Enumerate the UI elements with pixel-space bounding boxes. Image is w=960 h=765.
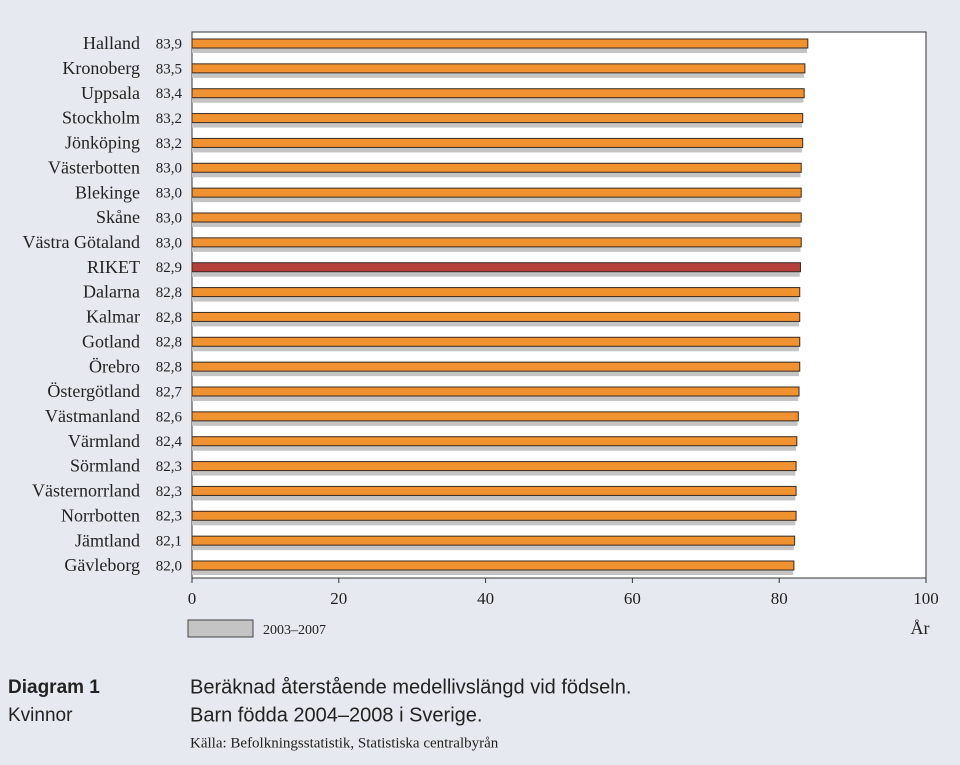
bar [191, 436, 798, 447]
category-label: Gotland [82, 331, 140, 351]
x-tick-label: 0 [188, 589, 197, 608]
category-label: Halland [83, 33, 140, 53]
legend-label: 2003–2007 [263, 623, 326, 638]
value-label: 82,9 [156, 260, 182, 276]
value-label: 83,0 [156, 210, 182, 226]
value-label: 82,8 [156, 335, 182, 351]
category-label: RIKET [87, 257, 140, 277]
category-label: Uppsala [81, 83, 140, 103]
category-label: Västra Götaland [23, 232, 140, 252]
category-label: Dalarna [83, 282, 140, 302]
category-label: Östergötland [47, 381, 140, 401]
value-label: 83,0 [156, 161, 182, 177]
bar [191, 262, 801, 273]
category-label: Värmland [68, 431, 140, 451]
bar [191, 212, 802, 223]
bar [191, 187, 802, 198]
value-label: 83,9 [156, 36, 182, 52]
bar [191, 560, 795, 571]
bar [191, 361, 801, 372]
category-label: Örebro [89, 356, 140, 376]
bar [191, 237, 802, 248]
category-label: Sörmland [70, 456, 140, 476]
bar [191, 287, 801, 298]
category-label: Norrbotten [61, 505, 140, 525]
x-tick-label: 60 [624, 589, 641, 608]
category-label: Västmanland [45, 406, 140, 426]
bar [191, 162, 802, 173]
category-label: Västernorrland [32, 481, 140, 501]
value-label: 82,8 [156, 285, 182, 301]
x-tick-label: 20 [330, 589, 347, 608]
group-label: Kvinnor [8, 705, 73, 726]
category-label: Västerbotten [48, 157, 140, 177]
value-label: 83,2 [156, 111, 182, 127]
category-label: Kronoberg [62, 58, 140, 78]
value-label: 83,2 [156, 136, 182, 152]
value-label: 82,3 [156, 509, 182, 525]
value-label: 82,8 [156, 310, 182, 326]
bar [191, 137, 804, 148]
value-label: 82,3 [156, 484, 182, 500]
category-label: Skåne [96, 207, 140, 227]
value-label: 82,4 [156, 434, 183, 450]
bar [191, 88, 805, 99]
bar [191, 311, 801, 322]
category-label: Stockholm [62, 108, 140, 128]
diagram-label: Diagram 1 [8, 677, 100, 698]
chart-subtitle: Barn födda 2004–2008 i Sverige. [190, 704, 482, 726]
value-label: 83,5 [156, 61, 182, 77]
x-tick-label: 40 [477, 589, 494, 608]
category-label: Jämtland [75, 530, 140, 550]
chart-title: Beräknad återstående medellivslängd vid … [190, 676, 631, 698]
bar [191, 113, 804, 124]
bar [191, 510, 797, 521]
source: Källa: Befolkningsstatistik, Statistiska… [190, 735, 499, 751]
category-label: Blekinge [75, 182, 140, 202]
bar [191, 63, 806, 74]
category-label: Kalmar [86, 307, 140, 327]
bar [191, 386, 800, 397]
bar [191, 485, 797, 496]
x-axis-label: År [911, 618, 930, 638]
value-label: 82,0 [156, 558, 182, 574]
value-label: 83,0 [156, 186, 182, 202]
bar [191, 461, 797, 472]
bar [191, 411, 799, 422]
x-tick-label: 80 [771, 589, 788, 608]
value-label: 82,1 [156, 534, 182, 550]
x-tick-label: 100 [913, 589, 939, 608]
category-label: Jönköping [65, 133, 140, 153]
bar [191, 336, 801, 347]
bar [191, 38, 809, 49]
value-label: 82,8 [156, 360, 182, 376]
value-label: 82,7 [156, 384, 183, 400]
value-label: 83,4 [156, 86, 183, 102]
category-label: Gävleborg [64, 555, 140, 575]
bar [191, 535, 796, 546]
value-label: 82,6 [156, 409, 183, 425]
legend-swatch [187, 619, 254, 638]
value-label: 82,3 [156, 459, 182, 475]
value-label: 83,0 [156, 235, 182, 251]
